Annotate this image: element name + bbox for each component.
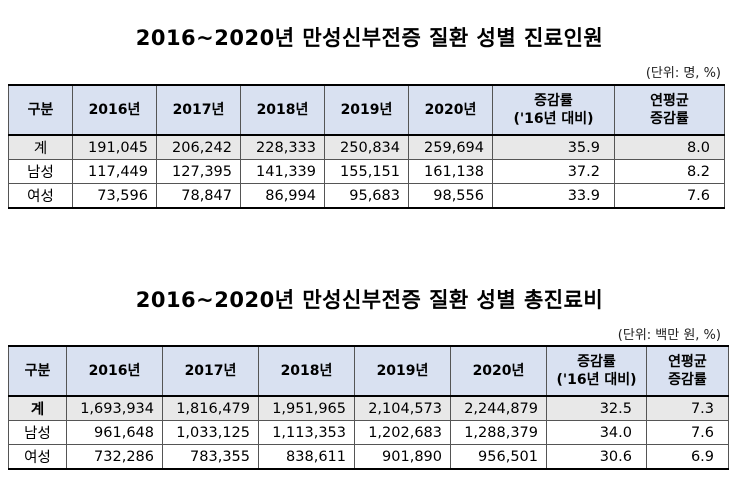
table-row-male: 남성 117,449 127,395 141,339 155,151 161,1… [8, 159, 725, 184]
header-category: 구분 [8, 84, 73, 136]
cell-annual: 7.3 [646, 395, 729, 421]
cell-2020: 98,556 [408, 183, 493, 209]
header-annual-line2: 증감률 [650, 111, 689, 127]
patients-table: 구분 2016년 2017년 2018년 2019년 2020년 증감률 ('1… [8, 84, 725, 209]
table-header-row: 구분 2016년 2017년 2018년 2019년 2020년 증감률 ('1… [8, 84, 725, 136]
cell-annual: 7.6 [614, 183, 725, 209]
cell-annual: 7.6 [646, 420, 729, 445]
row-label: 계 [8, 134, 73, 160]
cell-2016: 73,596 [72, 183, 157, 209]
cell-2020: 1,288,379 [450, 420, 547, 445]
cell-growth: 30.6 [546, 444, 647, 470]
header-growth-line1: 증감률 [577, 354, 616, 370]
cell-2016: 1,693,934 [66, 395, 163, 421]
cell-2019: 250,834 [324, 134, 409, 160]
cell-2016: 191,045 [72, 134, 157, 160]
header-growth: 증감률 ('16년 대비) [546, 345, 647, 397]
header-2018: 2018년 [240, 84, 325, 136]
cell-2020: 2,244,879 [450, 395, 547, 421]
header-2019: 2019년 [354, 345, 451, 397]
header-annual: 연평균 증감률 [646, 345, 729, 397]
header-2017: 2017년 [162, 345, 259, 397]
cell-growth: 37.2 [492, 159, 615, 184]
header-2018: 2018년 [258, 345, 355, 397]
table1-unit: (단위: 명, %) [645, 66, 721, 81]
header-category: 구분 [8, 345, 67, 397]
cell-2020: 259,694 [408, 134, 493, 160]
row-label: 계 [8, 395, 67, 421]
cell-2017: 78,847 [156, 183, 241, 209]
cell-2017: 206,242 [156, 134, 241, 160]
header-growth-line2: ('16년 대비) [513, 111, 594, 127]
cell-2018: 141,339 [240, 159, 325, 184]
header-growth: 증감률 ('16년 대비) [492, 84, 615, 136]
cell-growth: 34.0 [546, 420, 647, 445]
cell-2019: 1,202,683 [354, 420, 451, 445]
header-annual: 연평균 증감률 [614, 84, 725, 136]
cell-2017: 127,395 [156, 159, 241, 184]
cell-2017: 1,816,479 [162, 395, 259, 421]
table-row-total: 계 1,693,934 1,816,479 1,951,965 2,104,57… [8, 395, 729, 421]
cell-2019: 95,683 [324, 183, 409, 209]
header-2016: 2016년 [66, 345, 163, 397]
header-2020: 2020년 [450, 345, 547, 397]
costs-table: 구분 2016년 2017년 2018년 2019년 2020년 증감률 ('1… [8, 345, 729, 470]
header-2019: 2019년 [324, 84, 409, 136]
cell-2016: 961,648 [66, 420, 163, 445]
table-row-total: 계 191,045 206,242 228,333 250,834 259,69… [8, 134, 725, 160]
table1-title: 2016~2020년 만성신부전증 질환 성별 진료인원 [135, 26, 604, 50]
cell-2018: 838,611 [258, 444, 355, 470]
header-growth-line1: 증감률 [534, 93, 573, 109]
header-2020: 2020년 [408, 84, 493, 136]
row-label: 여성 [8, 444, 67, 470]
cell-2018: 228,333 [240, 134, 325, 160]
table-row-female: 여성 732,286 783,355 838,611 901,890 956,5… [8, 444, 729, 470]
cell-2018: 1,113,353 [258, 420, 355, 445]
table-row-female: 여성 73,596 78,847 86,994 95,683 98,556 33… [8, 183, 725, 209]
cell-growth: 32.5 [546, 395, 647, 421]
cell-2019: 901,890 [354, 444, 451, 470]
cell-annual: 8.2 [614, 159, 725, 184]
header-growth-line2: ('16년 대비) [556, 372, 637, 388]
cell-2016: 732,286 [66, 444, 163, 470]
cell-2020: 956,501 [450, 444, 547, 470]
row-label: 여성 [8, 183, 73, 209]
table2-unit: (단위: 백만 원, %) [617, 328, 721, 343]
header-annual-line2: 증감률 [668, 372, 707, 388]
cell-2018: 86,994 [240, 183, 325, 209]
table-row-male: 남성 961,648 1,033,125 1,113,353 1,202,683… [8, 420, 729, 445]
header-annual-line1: 연평균 [668, 354, 707, 370]
table-header-row: 구분 2016년 2017년 2018년 2019년 2020년 증감률 ('1… [8, 345, 729, 397]
table2-title: 2016~2020년 만성신부전증 질환 성별 총진료비 [135, 288, 604, 312]
header-2017: 2017년 [156, 84, 241, 136]
row-label: 남성 [8, 159, 73, 184]
cell-2019: 155,151 [324, 159, 409, 184]
cell-annual: 8.0 [614, 134, 725, 160]
cell-growth: 33.9 [492, 183, 615, 209]
cell-2017: 1,033,125 [162, 420, 259, 445]
header-2016: 2016년 [72, 84, 157, 136]
cell-2017: 783,355 [162, 444, 259, 470]
cell-2018: 1,951,965 [258, 395, 355, 421]
row-label: 남성 [8, 420, 67, 445]
cell-2020: 161,138 [408, 159, 493, 184]
cell-2019: 2,104,573 [354, 395, 451, 421]
header-annual-line1: 연평균 [650, 93, 689, 109]
cell-growth: 35.9 [492, 134, 615, 160]
cell-annual: 6.9 [646, 444, 729, 470]
cell-2016: 117,449 [72, 159, 157, 184]
